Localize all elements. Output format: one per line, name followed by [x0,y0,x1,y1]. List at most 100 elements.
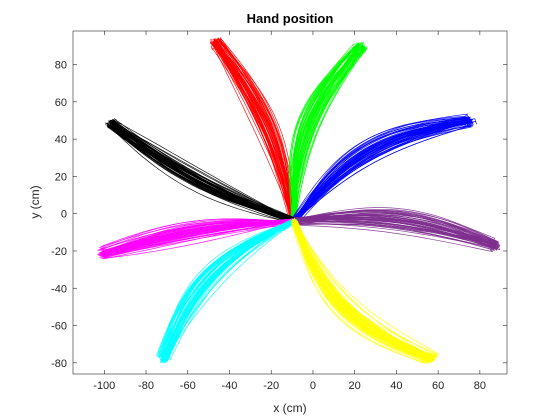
chart-title: Hand position [247,11,334,26]
x-tick-label: 20 [349,380,361,392]
trajectory-traces [96,36,501,365]
trajectory-line [217,40,298,224]
trajectory-line [112,119,299,220]
trajectory-line [292,222,429,362]
trajectory-line [106,122,297,222]
trajectory-line [212,42,293,219]
trajectory-line [115,120,297,223]
trajectory-line [104,218,293,256]
trajectory-line [297,122,470,221]
trajectory-line [292,119,472,221]
trajectory-line [293,223,494,251]
trajectory-line [159,221,296,360]
axes-box [72,30,508,375]
trajectory-line [162,219,295,360]
trajectory-line [294,220,432,359]
target-series-2 [288,41,368,225]
trajectory-line [294,223,428,365]
trajectory-line [292,220,430,359]
trajectory-line [163,221,294,356]
y-axis-label: y (cm) [28,185,42,218]
trajectory-line [100,218,294,250]
x-tick-label: -80 [138,380,154,392]
x-axis-label: x (cm) [273,401,306,415]
x-tick-label: 60 [432,380,444,392]
trajectory-line [293,220,426,363]
trajectory-line [294,220,494,247]
x-tick-label: 40 [390,380,402,392]
trajectory-line [291,43,360,221]
trajectory-line [295,48,366,220]
trajectory-line [293,220,431,363]
trajectory-line [294,120,467,223]
trajectory-line [293,113,469,221]
trajectory-line [292,224,433,362]
trajectory-line [215,41,294,220]
trajectory-line [291,116,469,222]
trajectory-line [110,124,295,224]
trajectory-line [219,38,294,223]
trajectory-line [296,120,467,218]
trajectory-line [101,223,297,259]
trajectory-line [216,41,290,222]
trajectory-line [292,49,363,224]
trajectory-line [162,218,295,360]
trajectory-line [112,121,296,220]
target-series-4 [105,118,299,225]
trajectory-line [293,217,437,357]
trajectory-line [296,223,433,359]
target-series-7 [156,218,298,364]
trajectory-line [100,223,295,257]
trajectory-line [166,220,296,362]
target-series-1 [209,36,298,225]
y-tick-label: -40 [51,283,67,295]
trajectory-line [297,220,436,357]
x-axis-ticks: -100 -80 -60 -40 -20 0 20 40 60 80 [93,31,486,392]
trajectory-line [296,46,360,224]
x-tick-label: -60 [180,380,196,392]
trajectory-line [293,42,364,219]
y-tick-label: 0 [61,209,67,221]
y-tick-label: 60 [55,97,67,109]
trajectory-line [169,223,295,361]
trajectory-line [295,213,497,247]
trajectory-line [293,222,497,249]
trajectory-line [210,39,294,221]
trajectory-line [290,43,361,222]
trajectory-line [212,41,294,224]
trajectory-line [289,44,359,221]
y-tick-label: 20 [55,171,67,183]
trajectory-line [293,207,497,246]
target-series-5 [290,207,501,252]
trajectory-line [210,46,297,221]
trajectory-line [110,120,293,220]
trajectory-line [293,124,474,222]
x-tick-label: -20 [263,380,279,392]
y-tick-label: 80 [55,60,67,72]
trajectory-line [102,221,297,258]
x-tick-label: 80 [474,380,486,392]
trajectory-line [296,217,498,245]
y-tick-label: 40 [55,134,67,146]
target-series-8 [291,217,439,365]
trajectory-line [294,45,356,218]
x-tick-label: -40 [222,380,238,392]
target-series-3 [290,113,477,225]
y-tick-label: -20 [51,246,67,258]
trajectory-line [296,220,431,360]
trajectory-line [290,216,495,245]
x-tick-label: -100 [93,380,115,392]
trajectory-line [159,218,297,355]
trajectory-line [293,208,496,244]
y-axis-ticks: -80 -60 -40 -20 0 20 40 60 80 [51,60,507,370]
x-tick-label: 0 [310,380,316,392]
trajectory-line [214,39,293,221]
target-series-6 [96,218,297,259]
trajectory-line [292,218,497,243]
trajectory-line [103,220,293,253]
trajectory-line [293,116,468,220]
trajectory-line [288,45,362,222]
trajectory-line [108,124,294,220]
trajectory-line [103,219,294,257]
